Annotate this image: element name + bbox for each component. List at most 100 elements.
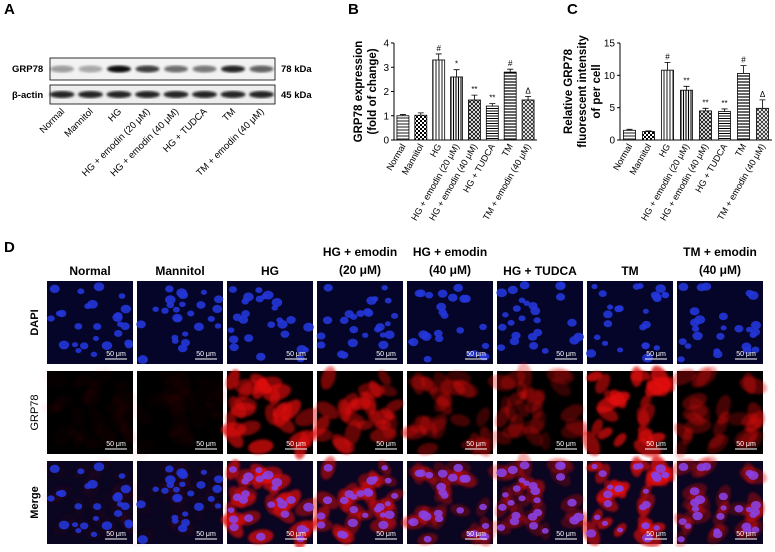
nucleus bbox=[652, 294, 662, 303]
nucleus bbox=[339, 531, 349, 539]
nucleus bbox=[271, 297, 283, 307]
scale-bar-label: 50 μm bbox=[556, 351, 576, 358]
cytoplasm bbox=[294, 407, 323, 427]
nucleus bbox=[497, 344, 506, 352]
nucleus bbox=[573, 512, 584, 522]
nucleus bbox=[615, 305, 624, 312]
scale-bar-label: 50 μm bbox=[646, 531, 666, 538]
nucleus bbox=[390, 312, 399, 319]
nucleus bbox=[112, 313, 123, 322]
micrograph: 50 μm bbox=[47, 281, 134, 364]
cytoplasm bbox=[461, 439, 479, 450]
scale-bar-label: 50 μm bbox=[736, 441, 756, 448]
micrograph: 50 μm bbox=[309, 366, 404, 455]
nucleus bbox=[433, 329, 443, 337]
nucleus bbox=[598, 290, 607, 298]
nucleus bbox=[229, 523, 239, 532]
nucleus bbox=[507, 285, 518, 295]
nucleus bbox=[496, 468, 507, 478]
nucleus bbox=[384, 330, 395, 339]
scale-bar-label: 50 μm bbox=[106, 531, 126, 538]
micrograph: 50 μm bbox=[220, 369, 323, 460]
nucleus bbox=[692, 511, 703, 521]
nucleus bbox=[193, 322, 204, 331]
nucleus bbox=[523, 300, 530, 306]
nucleus bbox=[280, 510, 290, 518]
scale-bar-label: 50 μm bbox=[556, 531, 576, 538]
cytoplasm bbox=[236, 420, 261, 436]
nucleus bbox=[533, 317, 541, 324]
panel-letter: C bbox=[567, 1, 578, 18]
nucleus bbox=[713, 348, 721, 355]
nucleus bbox=[339, 316, 349, 325]
nucleus bbox=[498, 323, 507, 331]
nucleus bbox=[373, 506, 382, 513]
nucleus bbox=[75, 528, 82, 534]
cytoplasm bbox=[234, 378, 263, 395]
scale-bar-label: 50 μm bbox=[466, 351, 486, 358]
nucleus bbox=[171, 518, 179, 524]
nucleus bbox=[750, 500, 761, 510]
nucleus bbox=[214, 503, 222, 509]
nucleus bbox=[684, 523, 692, 529]
cytoplasm bbox=[582, 430, 601, 457]
nucleus bbox=[481, 522, 490, 529]
nucleus bbox=[316, 521, 326, 529]
scale-bar-label: 50 μm bbox=[286, 531, 306, 538]
nucleus bbox=[243, 292, 254, 302]
nucleus bbox=[437, 469, 448, 478]
cytoplasm bbox=[682, 427, 694, 445]
nucleus bbox=[323, 284, 333, 292]
error-bar bbox=[721, 108, 728, 112]
nucleus bbox=[339, 496, 349, 505]
nucleus bbox=[416, 469, 426, 478]
nucleus bbox=[459, 474, 469, 483]
nucleus bbox=[303, 502, 314, 512]
column-header: HG bbox=[261, 264, 279, 278]
nucleus bbox=[567, 318, 577, 327]
nucleus bbox=[165, 295, 176, 305]
bar bbox=[450, 76, 463, 141]
bar bbox=[680, 89, 693, 141]
nucleus bbox=[196, 481, 206, 489]
nucleus bbox=[479, 503, 487, 511]
nucleus bbox=[364, 489, 374, 497]
nucleus bbox=[528, 302, 538, 310]
y-tick-label: 1 bbox=[383, 111, 389, 122]
cytoplasm bbox=[385, 399, 404, 413]
nucleus bbox=[689, 487, 700, 496]
cytoplasm bbox=[72, 433, 85, 448]
nucleus bbox=[453, 283, 464, 292]
nucleus bbox=[344, 490, 354, 498]
nucleus bbox=[691, 325, 700, 332]
column-header: (20 μM) bbox=[339, 263, 381, 277]
nucleus bbox=[416, 289, 426, 298]
nucleus bbox=[555, 473, 566, 481]
error-bar bbox=[435, 53, 442, 60]
cytoplasm bbox=[316, 401, 339, 420]
bar bbox=[468, 99, 481, 141]
x-tick-label: HG bbox=[657, 142, 672, 159]
cytoplasm bbox=[224, 426, 244, 448]
nucleus bbox=[92, 335, 99, 342]
nucleus bbox=[71, 522, 79, 528]
nucleus bbox=[193, 502, 204, 511]
y-axis-label: of per cell bbox=[591, 64, 603, 118]
nucleus bbox=[271, 485, 279, 491]
micrograph: 50 μm bbox=[400, 370, 497, 458]
nucleus bbox=[745, 506, 753, 513]
nucleus bbox=[718, 492, 728, 501]
nucleus bbox=[466, 351, 474, 358]
nucleus bbox=[165, 285, 174, 293]
nucleus bbox=[232, 313, 242, 322]
nucleus bbox=[496, 288, 507, 298]
nucleus bbox=[344, 310, 354, 318]
cytoplasm bbox=[228, 396, 247, 419]
nucleus bbox=[196, 301, 206, 309]
nucleus bbox=[751, 526, 760, 534]
error-bar bbox=[453, 69, 460, 77]
nucleus bbox=[447, 473, 458, 482]
scale-bar-label: 50 μm bbox=[646, 351, 666, 358]
nucleus bbox=[527, 332, 538, 341]
nucleus bbox=[423, 535, 432, 543]
